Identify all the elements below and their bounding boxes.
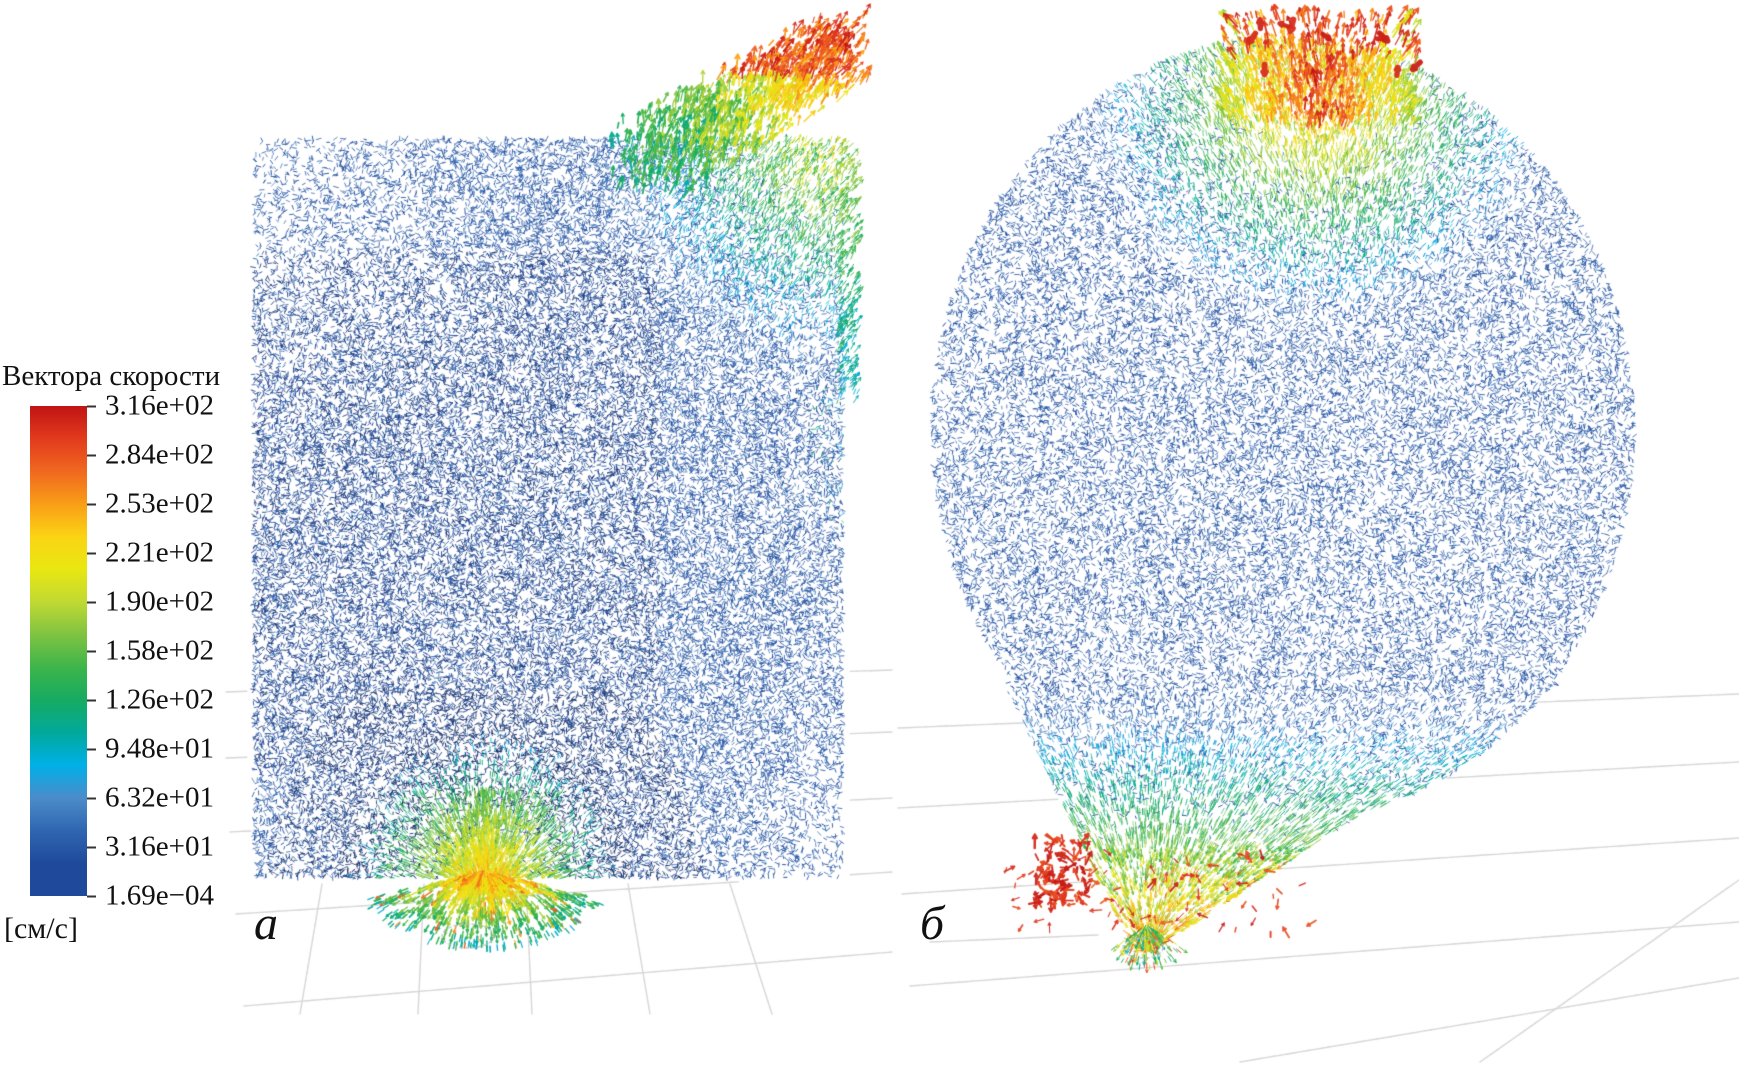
legend-tick: 1.69e−04 [87,879,214,912]
legend-tick-label: 6.32e+01 [105,781,214,814]
legend-tick-label: 3.16e+02 [105,389,214,422]
legend-tick: 2.84e+02 [87,438,214,471]
legend-unit: [см/с] [4,912,78,945]
legend-tick-label: 1.58e+02 [105,634,214,667]
color-legend: Вектора скорости 3.16e+02 2.84e+02 2.53e+0… [0,360,255,960]
legend-tick-label: 2.21e+02 [105,536,214,569]
legend-tick-label: 2.84e+02 [105,438,214,471]
legend-tickmark [87,552,96,554]
legend-tick-label: 1.69e−04 [105,879,214,912]
legend-tick-label: 1.26e+02 [105,683,214,716]
legend-tick-label: 1.90e+02 [105,585,214,618]
panel-label-b: б [920,897,945,950]
legend-title: Вектора скорости [2,360,221,392]
legend-tick: 9.48e+01 [87,732,214,765]
legend-tickmark [87,601,96,603]
legend-tick-label: 2.53e+02 [105,487,214,520]
legend-tick: 2.21e+02 [87,536,214,569]
legend-tick: 1.90e+02 [87,585,214,618]
legend-tick: 1.58e+02 [87,634,214,667]
legend-tick: 6.32e+01 [87,781,214,814]
legend-tick: 3.16e+01 [87,830,214,863]
legend-tick-label: 3.16e+01 [105,830,214,863]
panel-label-a: а [254,897,278,950]
legend-colorbar [30,406,87,896]
legend-tickmark [87,748,96,750]
legend-ticks: 3.16e+02 2.84e+02 2.53e+02 2.21e+02 1.90e+02… [87,391,247,910]
legend-tickmark [87,650,96,652]
legend-tick: 2.53e+02 [87,487,214,520]
legend-tickmark [87,503,96,505]
legend-tick: 3.16e+02 [87,389,214,422]
legend-tickmark [87,454,96,456]
legend-tick: 1.26e+02 [87,683,214,716]
legend-tickmark [87,797,96,799]
legend-tickmark [87,405,96,407]
legend-tickmark [87,895,96,897]
legend-tickmark [87,846,96,848]
legend-tickmark [87,699,96,701]
legend-tick-label: 9.48e+01 [105,732,214,765]
